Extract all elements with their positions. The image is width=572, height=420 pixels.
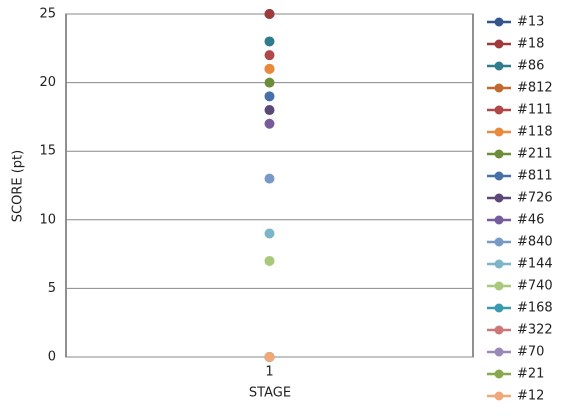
legend-marker bbox=[494, 325, 504, 335]
y-tick-label: 5 bbox=[48, 281, 56, 296]
legend-marker bbox=[494, 303, 504, 313]
legend-marker bbox=[494, 17, 504, 27]
legend-label: #13 bbox=[517, 15, 544, 30]
legend-marker bbox=[494, 281, 504, 291]
legend-label: #111 bbox=[517, 103, 553, 118]
point bbox=[264, 63, 275, 74]
legend-marker bbox=[494, 39, 504, 49]
legend-label: #811 bbox=[517, 169, 553, 184]
legend-marker bbox=[494, 215, 504, 225]
legend-label: #740 bbox=[517, 279, 553, 294]
y-tick-label: 10 bbox=[39, 212, 56, 227]
legend-label: #726 bbox=[517, 191, 553, 206]
legend-marker bbox=[494, 237, 504, 247]
legend-label: #70 bbox=[517, 345, 544, 360]
y-tick-label: 25 bbox=[39, 7, 56, 22]
legend-label: #18 bbox=[517, 37, 544, 52]
y-tick-label: 15 bbox=[39, 144, 56, 159]
legend-label: #86 bbox=[517, 59, 544, 74]
legend-label: #21 bbox=[517, 367, 544, 382]
point bbox=[264, 228, 275, 239]
legend-marker bbox=[494, 369, 504, 379]
legend-marker bbox=[494, 193, 504, 203]
legend-marker bbox=[494, 347, 504, 357]
point bbox=[264, 173, 275, 184]
legend-label: #840 bbox=[517, 235, 553, 250]
x-axis-label: STAGE bbox=[249, 386, 291, 401]
legend-label: #118 bbox=[517, 125, 553, 140]
point bbox=[264, 50, 275, 61]
legend-label: #12 bbox=[517, 389, 544, 404]
legend-marker bbox=[494, 259, 504, 269]
legend-label: #322 bbox=[517, 323, 553, 338]
legend-marker bbox=[494, 105, 504, 115]
legend-label: #46 bbox=[517, 213, 544, 228]
legend-marker bbox=[494, 171, 504, 181]
y-axis-label: SCORE (pt) bbox=[11, 150, 26, 222]
legend-label: #144 bbox=[517, 257, 553, 272]
point bbox=[264, 118, 275, 129]
legend-label: #168 bbox=[517, 301, 553, 316]
legend-marker bbox=[494, 127, 504, 137]
point bbox=[264, 352, 275, 362]
legend-marker bbox=[494, 83, 504, 93]
point bbox=[264, 36, 275, 47]
legend-marker bbox=[494, 149, 504, 159]
legend-marker bbox=[494, 61, 504, 71]
point bbox=[264, 91, 275, 102]
x-tick-label: 1 bbox=[265, 365, 273, 380]
point bbox=[264, 77, 275, 88]
y-tick-label: 0 bbox=[48, 350, 56, 365]
point bbox=[264, 9, 275, 19]
legend-label: #211 bbox=[517, 147, 553, 162]
y-tick-label: 20 bbox=[39, 75, 56, 90]
point bbox=[264, 255, 275, 266]
legend-label: #812 bbox=[517, 81, 553, 96]
legend-marker bbox=[494, 391, 504, 401]
point bbox=[264, 105, 275, 116]
